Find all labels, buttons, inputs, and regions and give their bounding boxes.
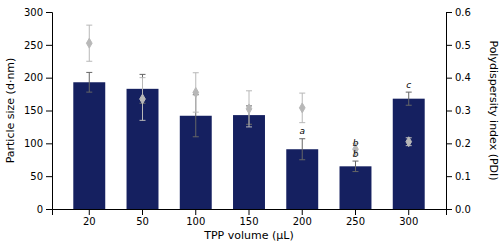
tick-label: 20 [83,216,96,227]
error-bar [86,72,92,92]
tick-mark [249,209,250,215]
series [86,25,411,155]
error-bar [299,93,305,123]
tick-mark [408,209,409,215]
tick-label: 100 [186,216,205,227]
tick-label: 0.3 [455,105,471,116]
y-axis: 0 50 100 150 200 250 300 [24,7,53,215]
tick-mark [46,176,52,177]
chart: 20 50 100 150 200 250 300 0 50 100 150 200 250 300 0.0… [0,0,500,245]
x-axis-title: TPP volume (μL) [203,229,293,242]
tick-mark [46,143,52,144]
tick-label: 0.4 [455,72,471,83]
tick-label: 300 [24,7,43,18]
tick-mark [142,209,143,215]
error-bar [406,138,412,146]
tick-mark [355,209,356,215]
tick: 0 [37,204,52,215]
tick: 300 [399,209,418,227]
tick-label: 150 [239,216,258,227]
axis-line [46,13,53,210]
tick: 0.4 [446,72,471,83]
error-bar [86,25,92,61]
tick-label: 100 [24,138,43,149]
tick: 0.1 [446,171,471,182]
tick-label: 150 [24,105,43,116]
tick: 250 [24,40,52,51]
tick-label: 50 [30,171,43,182]
tick-label: 200 [24,72,43,83]
tick: 100 [186,209,205,227]
tick-mark [195,209,196,215]
series [73,72,424,209]
y-axis-title: Particle size (d·nm) [4,58,17,164]
tick: 150 [239,209,258,227]
tick-mark [89,209,90,215]
tick: 250 [346,209,365,227]
tick: 200 [293,209,312,227]
tick-mark [446,12,452,13]
tick-label: 0.6 [455,7,471,18]
annotation: b [353,149,359,159]
tick: 50 [30,171,52,182]
tick: 200 [24,72,52,83]
tick: 100 [24,138,52,149]
tick-label: 250 [346,216,365,227]
error-bar [406,92,412,105]
bar [73,82,105,209]
error-bar [140,78,146,121]
annotation: b [353,138,359,148]
annotations: a bb c [299,80,411,159]
axis-line [53,210,447,216]
tick-mark [302,209,303,215]
tick-mark [446,176,452,177]
tick: 50 [136,209,149,227]
tick-label: 0.0 [455,204,471,215]
tick-mark [46,45,52,46]
tick-label: 300 [399,216,418,227]
tick: 20 [83,209,96,227]
tick: 0.0 [446,204,471,215]
tick-mark [446,111,452,112]
tick-mark [46,12,52,13]
error-bar [352,161,358,172]
y2-axis-title: Polydispersity index (PDI) [487,40,500,180]
tick-label: 50 [136,216,149,227]
x-axis: 20 50 100 150 200 250 300 [53,209,447,227]
tick-label: 0.2 [455,138,471,149]
tick: 150 [24,105,52,116]
axis-line [447,13,453,210]
tick: 0.3 [446,105,471,116]
tick-label: 0.1 [455,171,471,182]
plot-area [73,25,424,209]
tick: 300 [24,7,52,18]
tick-mark [46,111,52,112]
tick-label: 200 [293,216,312,227]
bar [340,166,372,209]
tick-mark [446,209,452,210]
tick: 0.2 [446,138,471,149]
error-bar [246,91,252,127]
tick: 0.5 [446,40,471,51]
tick-mark [46,78,52,79]
tick-label: 0.5 [455,40,471,51]
error-bar [193,73,199,112]
bar [393,99,425,209]
tick-label: 250 [24,40,43,51]
tick-mark [446,45,452,46]
annotation: c [406,80,411,90]
bar [233,115,265,209]
point [406,137,412,147]
tick: 0.6 [446,7,471,18]
tick-mark [446,78,452,79]
tick-label: 0 [37,204,43,215]
tick-mark [446,143,452,144]
y2-axis: 0.0 0.1 0.2 0.3 0.4 0.5 0.6 [446,7,471,215]
tick-mark [46,209,52,210]
error-bar [299,139,305,160]
annotation: a [299,126,305,136]
